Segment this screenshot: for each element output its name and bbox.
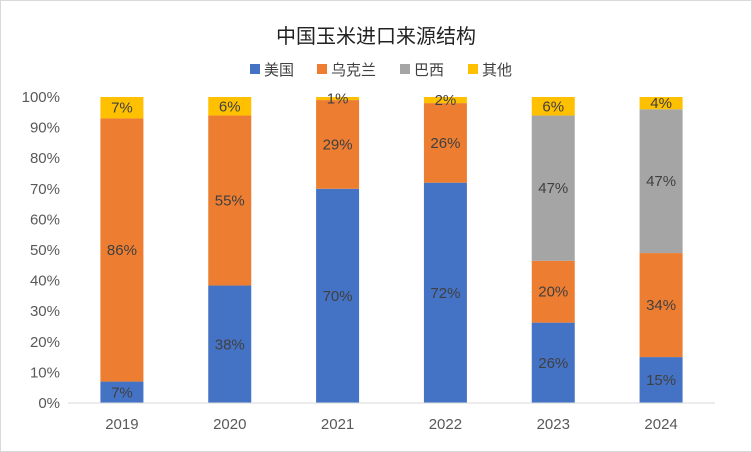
legend-label-0: 美国 (264, 61, 294, 79)
data-label: 6% (542, 98, 564, 115)
bar-segment-美国-2022 (423, 182, 467, 403)
y-tick-label: 60% (30, 211, 60, 228)
data-label: 26% (430, 135, 460, 152)
bar-segment-乌克兰-2019 (100, 118, 144, 382)
x-tick-label: 2024 (644, 416, 677, 433)
x-tick-label: 2021 (321, 416, 354, 433)
data-label: 6% (219, 98, 241, 115)
data-label: 7% (111, 384, 133, 401)
data-label: 1% (327, 91, 349, 108)
data-label: 72% (430, 285, 460, 302)
data-label: 38% (215, 336, 245, 353)
bar-segment-美国-2024 (639, 357, 683, 403)
x-axis: 2019 2020 2021 2022 2023 2024 (68, 402, 715, 433)
legend-swatch-1 (317, 64, 327, 74)
y-tick-label: 0% (38, 395, 60, 412)
legend-label-1: 乌克兰 (331, 61, 376, 79)
y-tick-label: 80% (30, 150, 60, 167)
bar-segment-其他-2020 (208, 97, 252, 116)
bar-segment-美国-2023 (531, 322, 575, 403)
bar-segment-巴西-2024 (639, 109, 683, 254)
x-tick-label: 2022 (429, 416, 462, 433)
bar-segment-其他-2022 (423, 97, 467, 104)
bars: 7% 86% 7% 38% 55% 6% 70% 29% 1% 72% 26% 2% 26% 20% 47%… (100, 91, 683, 403)
bar-segment-其他-2023 (531, 97, 575, 116)
legend-swatch-0 (250, 64, 260, 74)
legend-swatch-2 (400, 64, 410, 74)
bar-segment-美国-2021 (316, 188, 360, 403)
y-tick-label: 50% (30, 242, 60, 259)
data-label: 29% (323, 136, 353, 153)
bar-segment-其他-2019 (100, 97, 144, 119)
bar-segment-乌克兰-2022 (423, 103, 467, 183)
bar-segment-其他-2021 (316, 97, 360, 101)
y-tick-label: 100% (22, 89, 60, 106)
x-tick-label: 2019 (105, 416, 138, 433)
data-label: 4% (650, 95, 672, 112)
data-label: 70% (323, 288, 353, 305)
y-tick-label: 30% (30, 303, 60, 320)
bar-segment-美国-2019 (100, 381, 144, 403)
y-tick-label: 70% (30, 181, 60, 198)
y-axis: 0% 10% 20% 30% 40% 50% 60% 70% 80% 90% 100% (22, 89, 60, 412)
chart-title: 中国玉米进口来源结构 (276, 24, 476, 48)
y-tick-label: 90% (30, 120, 60, 137)
data-label: 55% (215, 193, 245, 210)
bar-segment-乌克兰-2023 (531, 260, 575, 323)
legend-label-3: 其他 (482, 61, 512, 79)
data-label: 2% (435, 92, 457, 109)
data-label: 47% (646, 173, 676, 190)
data-label: 15% (646, 372, 676, 389)
data-label: 47% (538, 180, 568, 197)
legend-swatch-3 (468, 64, 478, 74)
data-label: 26% (538, 355, 568, 372)
data-label: 20% (538, 284, 568, 301)
x-tick-label: 2020 (213, 416, 246, 433)
bar-segment-美国-2020 (208, 285, 252, 403)
x-tick-label: 2023 (537, 416, 570, 433)
y-tick-label: 40% (30, 273, 60, 290)
bar-segment-乌克兰-2024 (639, 253, 683, 358)
data-label: 7% (111, 100, 133, 117)
legend: 美国 乌克兰 巴西 其他 (250, 61, 512, 79)
y-tick-label: 10% (30, 364, 60, 381)
data-label: 34% (646, 297, 676, 314)
data-label: 86% (107, 242, 137, 259)
bar-segment-其他-2024 (639, 97, 683, 110)
bar-segment-乌克兰-2021 (316, 100, 360, 189)
bar-segment-巴西-2023 (531, 115, 575, 261)
legend-label-2: 巴西 (414, 61, 444, 79)
bar-segment-乌克兰-2020 (208, 115, 252, 286)
y-tick-label: 20% (30, 334, 60, 351)
